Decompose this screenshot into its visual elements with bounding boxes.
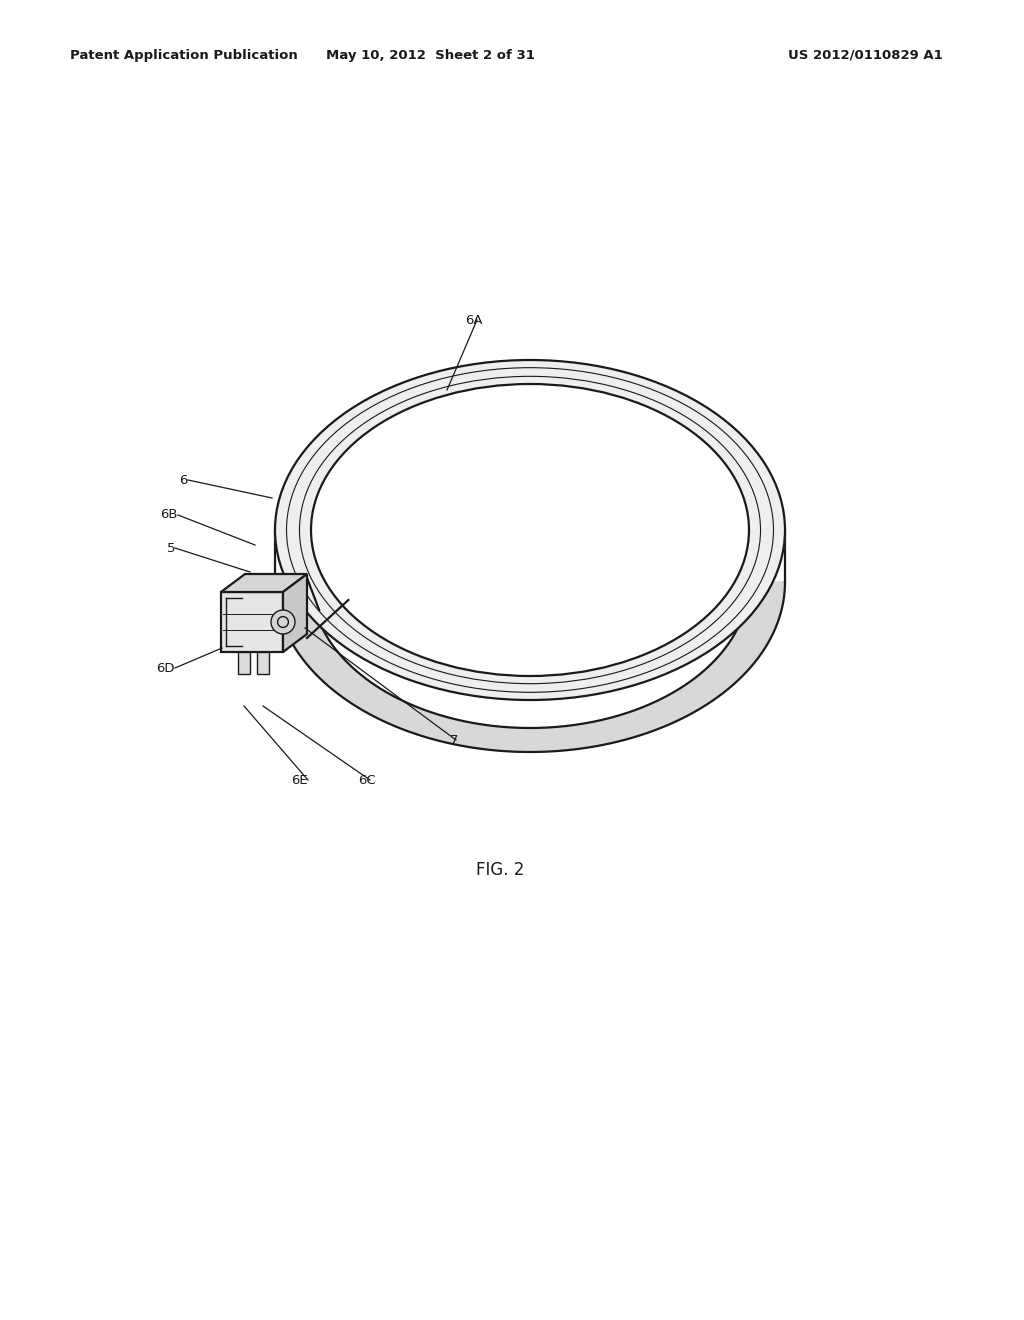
Text: 6: 6: [179, 474, 188, 487]
Text: Patent Application Publication: Patent Application Publication: [70, 49, 297, 62]
Polygon shape: [238, 652, 250, 675]
Text: US 2012/0110829 A1: US 2012/0110829 A1: [788, 49, 943, 62]
Text: 6E: 6E: [292, 774, 308, 787]
Circle shape: [271, 610, 295, 634]
Text: FIG. 2: FIG. 2: [476, 861, 524, 879]
Polygon shape: [221, 574, 307, 591]
Text: 6D: 6D: [157, 661, 175, 675]
Polygon shape: [283, 574, 307, 652]
Polygon shape: [275, 582, 785, 752]
Polygon shape: [221, 591, 283, 652]
Text: 5: 5: [167, 541, 175, 554]
Polygon shape: [257, 652, 269, 675]
Text: 6C: 6C: [358, 774, 376, 787]
Text: 7: 7: [450, 734, 459, 747]
Text: 6A: 6A: [465, 314, 482, 326]
Text: 6B: 6B: [161, 508, 178, 521]
Text: May 10, 2012  Sheet 2 of 31: May 10, 2012 Sheet 2 of 31: [326, 49, 535, 62]
Polygon shape: [275, 360, 785, 700]
Polygon shape: [311, 384, 749, 676]
